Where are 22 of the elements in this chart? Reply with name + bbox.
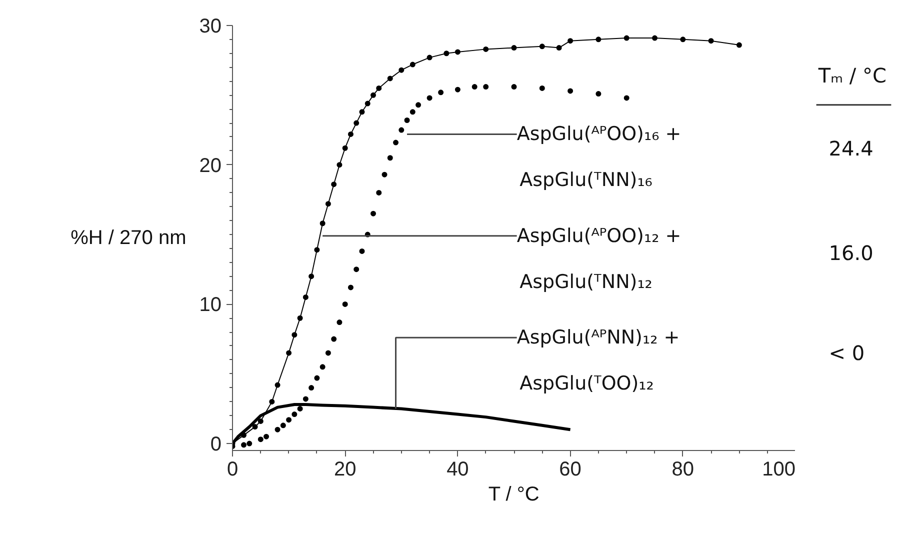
text: Tₘ / °C — [817, 64, 886, 88]
annotation: AspGlu(ᴬᴾOO)₁₂ + — [516, 224, 682, 247]
x-tick-label: 60 — [559, 458, 582, 480]
y-tick-label: 10 — [199, 294, 222, 316]
x-tick-label: 0 — [226, 458, 238, 480]
y-tick-label: 30 — [199, 16, 222, 38]
annotation: AspGlu(ᵀOO)₁₂ — [520, 372, 654, 395]
annotation: AspGlu(ᵀNN)₁₆ — [520, 169, 652, 192]
annotation: AspGlu(ᵀNN)₁₂ — [520, 270, 652, 293]
text: 24.4 — [828, 136, 874, 161]
annotation: AspGlu(ᴬᴾOO)₁₆ + — [516, 123, 682, 146]
x-tick-label: 40 — [446, 458, 469, 480]
x-tick-label: 80 — [672, 458, 694, 480]
y-axis-title: %H / 270 nm — [70, 227, 186, 249]
x-axis-title: T / °C — [488, 484, 540, 506]
annotation: AspGlu(ᴬᴾNN)₁₂ + — [516, 326, 680, 349]
y-tick-label: 0 — [210, 434, 222, 456]
text: < 0 — [828, 340, 865, 365]
x-tick-label: 100 — [762, 458, 796, 480]
y-tick-label: 20 — [199, 154, 222, 177]
text: 16.0 — [828, 241, 874, 266]
x-tick-label: 20 — [334, 458, 356, 480]
